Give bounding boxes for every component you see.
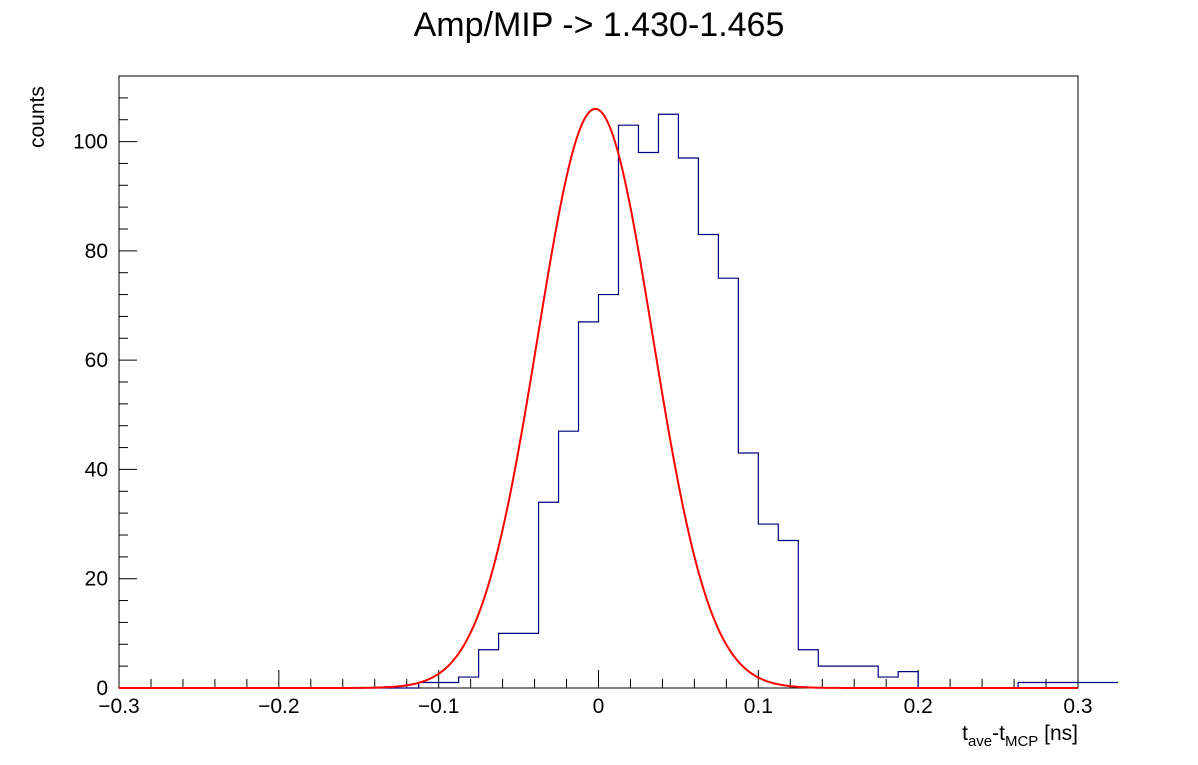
y-tick-label: 40 [85,458,108,481]
y-tick-label: 20 [85,568,108,591]
gaussian-fit-curve [119,107,1078,689]
histogram-series [119,113,1118,689]
y-tick-label: 0 [96,677,108,700]
x-axis-ticks [118,670,1079,688]
x-axis-tick-labels: −0.3 −0.2 −0.1 0 0.1 0.2 0.3 [98,695,1092,718]
y-axis-label: counts [26,86,49,148]
x-tick-label: −0.2 [258,695,299,718]
plot-frame [118,75,1079,689]
x-tick-label: 0.2 [904,695,933,718]
y-axis-ticks [119,75,137,689]
x-tick-label: −0.3 [98,695,139,718]
y-tick-label: 80 [85,240,108,263]
x-tick-label: 0.1 [744,695,773,718]
x-tick-label: −0.1 [418,695,459,718]
chart-title: Amp/MIP -> 1.430-1.465 [414,6,785,44]
y-axis-tick-labels: 0 20 40 60 80 100 [73,131,108,700]
y-tick-label: 100 [73,131,108,154]
x-tick-label: 0.3 [1063,695,1092,718]
x-axis-label: tave-tMCP [ns] [962,722,1078,750]
y-tick-label: 60 [85,349,108,372]
x-tick-label: 0 [593,695,605,718]
